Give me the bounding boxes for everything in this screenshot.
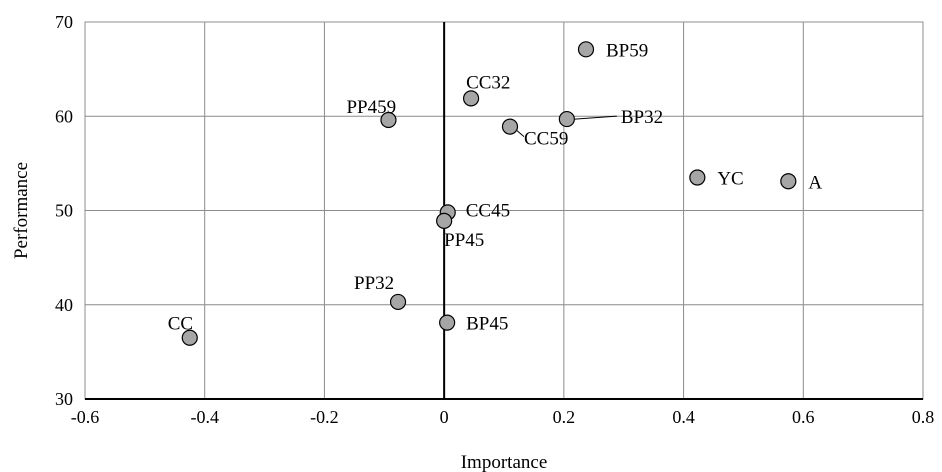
data-point: [501, 118, 519, 135]
label-leader-line: [574, 115, 617, 120]
y-tick-label: 50: [55, 201, 73, 221]
data-label: CC45: [466, 200, 510, 221]
data-label: PP45: [444, 230, 484, 251]
data-label: BP45: [466, 314, 508, 335]
x-tick-label: 0.2: [553, 407, 576, 427]
data-point: [439, 314, 456, 331]
data-point: [380, 111, 397, 129]
data-point: [689, 169, 706, 186]
label-leader-line: [516, 130, 525, 137]
y-tick-label: 40: [55, 295, 73, 315]
data-label: A: [808, 172, 822, 193]
x-tick-label: 0.6: [792, 407, 815, 427]
data-label: YC: [717, 169, 743, 190]
data-label: CC: [168, 314, 193, 335]
data-label: BP59: [606, 40, 648, 61]
data-point: [181, 329, 198, 346]
data-label: PP32: [354, 273, 394, 294]
x-tick-label: 0.8: [912, 407, 935, 427]
data-labels: BP59 CC32 PP459 BP32 CC59 YC A CC45 PP45 PP32 CC BP…: [168, 40, 823, 334]
data-point: [577, 41, 595, 58]
axes: -0.6 -0.4 -0.2 0 0.2 0.4 0.6 0.8 30 40 50 60 70: [55, 12, 934, 427]
data-point: [389, 293, 407, 311]
data-points: [181, 41, 797, 346]
data-label: CC32: [466, 72, 510, 93]
data-label: PP459: [346, 97, 396, 118]
x-tick-label: 0.4: [672, 407, 695, 427]
y-tick-label: 60: [55, 106, 73, 126]
data-point: [558, 110, 575, 128]
data-point: [436, 212, 453, 229]
y-tick-label: 30: [55, 389, 73, 409]
label-leaders: [516, 115, 617, 137]
y-axis-title: Performance: [11, 162, 32, 259]
x-tick-label: -0.2: [310, 407, 339, 427]
data-label: CC59: [524, 129, 568, 150]
x-axis-title: Importance: [461, 452, 548, 472]
x-tick-label: -0.4: [190, 407, 219, 427]
x-tick-label: -0.6: [71, 407, 100, 427]
x-tick-label: 0: [440, 407, 449, 427]
y-tick-label: 70: [55, 12, 73, 32]
data-label: BP32: [621, 107, 663, 128]
data-point: [780, 173, 797, 190]
data-point: [462, 90, 480, 107]
